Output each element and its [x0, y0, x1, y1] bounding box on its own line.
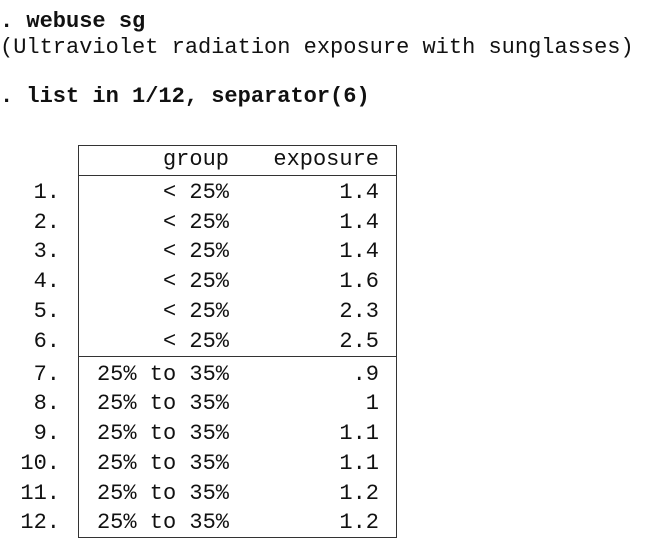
row-number: 4. [33, 269, 60, 295]
table-cell: 1.1 [339, 421, 379, 447]
column-header: group [162, 147, 229, 172]
table-cell: 1 [365, 391, 379, 417]
table-cell: 25% to 35% [96, 391, 229, 417]
table-cell: 25% to 35% [96, 480, 229, 506]
output: (Ultraviolet radiation exposure with sun… [0, 35, 634, 60]
table-cell: < 25% [162, 180, 229, 205]
row-number: 8. [33, 391, 60, 417]
table-cell: 25% to 35% [96, 510, 229, 536]
table-cell: 25% to 35% [96, 450, 229, 476]
row-number: 5. [33, 298, 60, 324]
table-cell: 1.2 [339, 510, 379, 536]
table-cell: 1.4 [339, 209, 379, 235]
table-cell: < 25% [162, 298, 229, 324]
table-cell: 2.3 [339, 298, 379, 324]
row-number: 2. [33, 209, 60, 235]
table-cell: 1.1 [339, 450, 379, 476]
table-cell: 1.6 [339, 269, 379, 295]
table-cell: < 25% [162, 269, 229, 295]
table-cell: < 25% [162, 239, 229, 265]
separator-rule [78, 356, 397, 357]
table-border [78, 145, 397, 538]
table-cell: .9 [352, 361, 379, 387]
row-number: 6. [33, 328, 60, 354]
table-cell: 25% to 35% [96, 421, 229, 447]
table-cell: 1.4 [339, 239, 379, 265]
table-cell: < 25% [162, 209, 229, 235]
command: . list in 1/12, separator(6) [0, 84, 370, 109]
row-number: 11. [20, 480, 60, 506]
table-cell: < 25% [162, 328, 229, 354]
row-number: 3. [33, 239, 60, 265]
table-cell: 2.5 [339, 328, 379, 354]
row-number: 7. [33, 361, 60, 387]
table-cell: 1.2 [339, 480, 379, 506]
table-cell: 1.4 [339, 180, 379, 205]
table-cell: 25% to 35% [96, 361, 229, 387]
command: . webuse sg [0, 9, 146, 34]
row-number: 1. [33, 180, 60, 205]
column-header: exposure [273, 147, 379, 172]
header-rule [78, 175, 397, 176]
row-number: 10. [20, 450, 60, 476]
row-number: 9. [33, 421, 60, 447]
row-number: 12. [20, 510, 60, 536]
